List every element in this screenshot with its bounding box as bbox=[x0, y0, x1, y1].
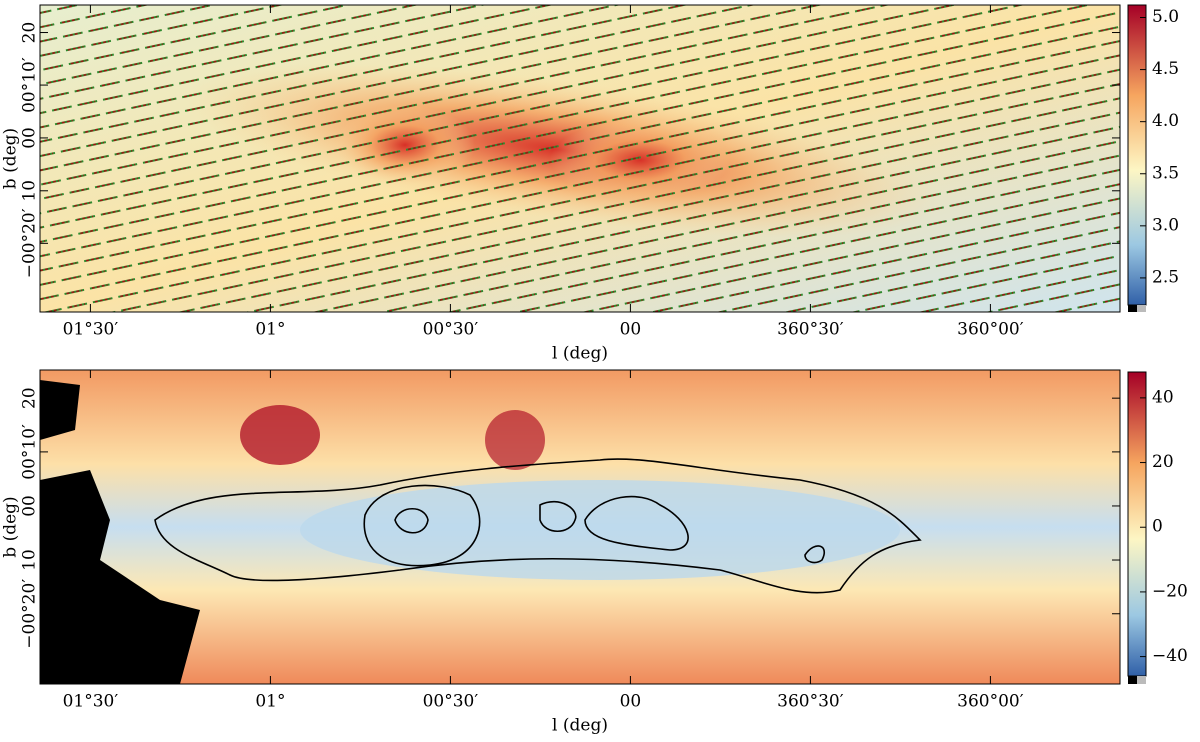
plot-frame bbox=[39, 369, 1121, 685]
colorbar-tick-label: 20 bbox=[1152, 452, 1174, 472]
y-tick-label: 00 bbox=[20, 127, 40, 149]
colorbar-tick-label: 4.0 bbox=[1152, 111, 1179, 131]
colorbar-tick-label: 4.5 bbox=[1152, 59, 1179, 79]
colorbar-tick-label: 40 bbox=[1152, 387, 1174, 407]
colorbar-extra bbox=[1128, 676, 1137, 684]
y-tick-label: −00°20′ bbox=[20, 208, 40, 278]
y-tick-label: 00 bbox=[20, 495, 40, 517]
colorbar-tick-label: −20 bbox=[1152, 581, 1188, 601]
colorbar bbox=[1127, 4, 1147, 306]
x-tick-label: 01°30′ bbox=[63, 320, 119, 340]
map-image bbox=[40, 370, 1120, 684]
x-tick-label: 01° bbox=[255, 692, 285, 712]
colorbar-extra bbox=[1128, 305, 1137, 312]
colorbar-extra bbox=[1137, 305, 1146, 312]
x-tick-label: 00°30′ bbox=[423, 320, 479, 340]
colorbar-tick-label: 2.5 bbox=[1152, 267, 1179, 287]
y-tick-label: −00°20′ bbox=[20, 579, 40, 649]
plot-frame bbox=[39, 4, 1121, 313]
colorbar-tick-label: 5.0 bbox=[1152, 7, 1179, 27]
x-tick-label: 01° bbox=[255, 320, 285, 340]
x-tick-label: 00 bbox=[620, 692, 642, 712]
contour bbox=[154, 458, 922, 594]
y-axis-label: b (deg) bbox=[1, 128, 21, 189]
y-axis-label: b (deg) bbox=[1, 496, 21, 557]
x-axis-label: l (deg) bbox=[552, 344, 608, 364]
x-tick-label: 360°00′ bbox=[957, 320, 1024, 340]
x-tick-label: 00 bbox=[620, 320, 642, 340]
colorbar-tick-label: 0 bbox=[1152, 517, 1163, 537]
map-image bbox=[40, 5, 1120, 312]
colorbar-tick-label: −40 bbox=[1152, 646, 1188, 666]
y-tick-label: 10 bbox=[20, 549, 40, 571]
colorbar-tick-label: 3.0 bbox=[1152, 215, 1179, 235]
x-tick-label: 360°00′ bbox=[957, 692, 1024, 712]
colorbar-extra bbox=[1137, 676, 1146, 684]
y-tick-label: 20 bbox=[20, 22, 40, 44]
colorbar-tick-label: 3.5 bbox=[1152, 163, 1179, 183]
colorbar bbox=[1127, 371, 1147, 677]
x-tick-label: 01°30′ bbox=[63, 692, 119, 712]
x-tick-label: 360°30′ bbox=[777, 692, 844, 712]
y-tick-label: 10 bbox=[20, 180, 40, 202]
x-tick-label: 360°30′ bbox=[777, 320, 844, 340]
x-tick-label: 00°30′ bbox=[423, 692, 479, 712]
y-tick-label: 20 bbox=[20, 387, 40, 409]
y-tick-label: 00°10′ bbox=[20, 57, 40, 113]
x-axis-label: l (deg) bbox=[552, 716, 608, 736]
y-tick-label: 00°10′ bbox=[20, 424, 40, 480]
